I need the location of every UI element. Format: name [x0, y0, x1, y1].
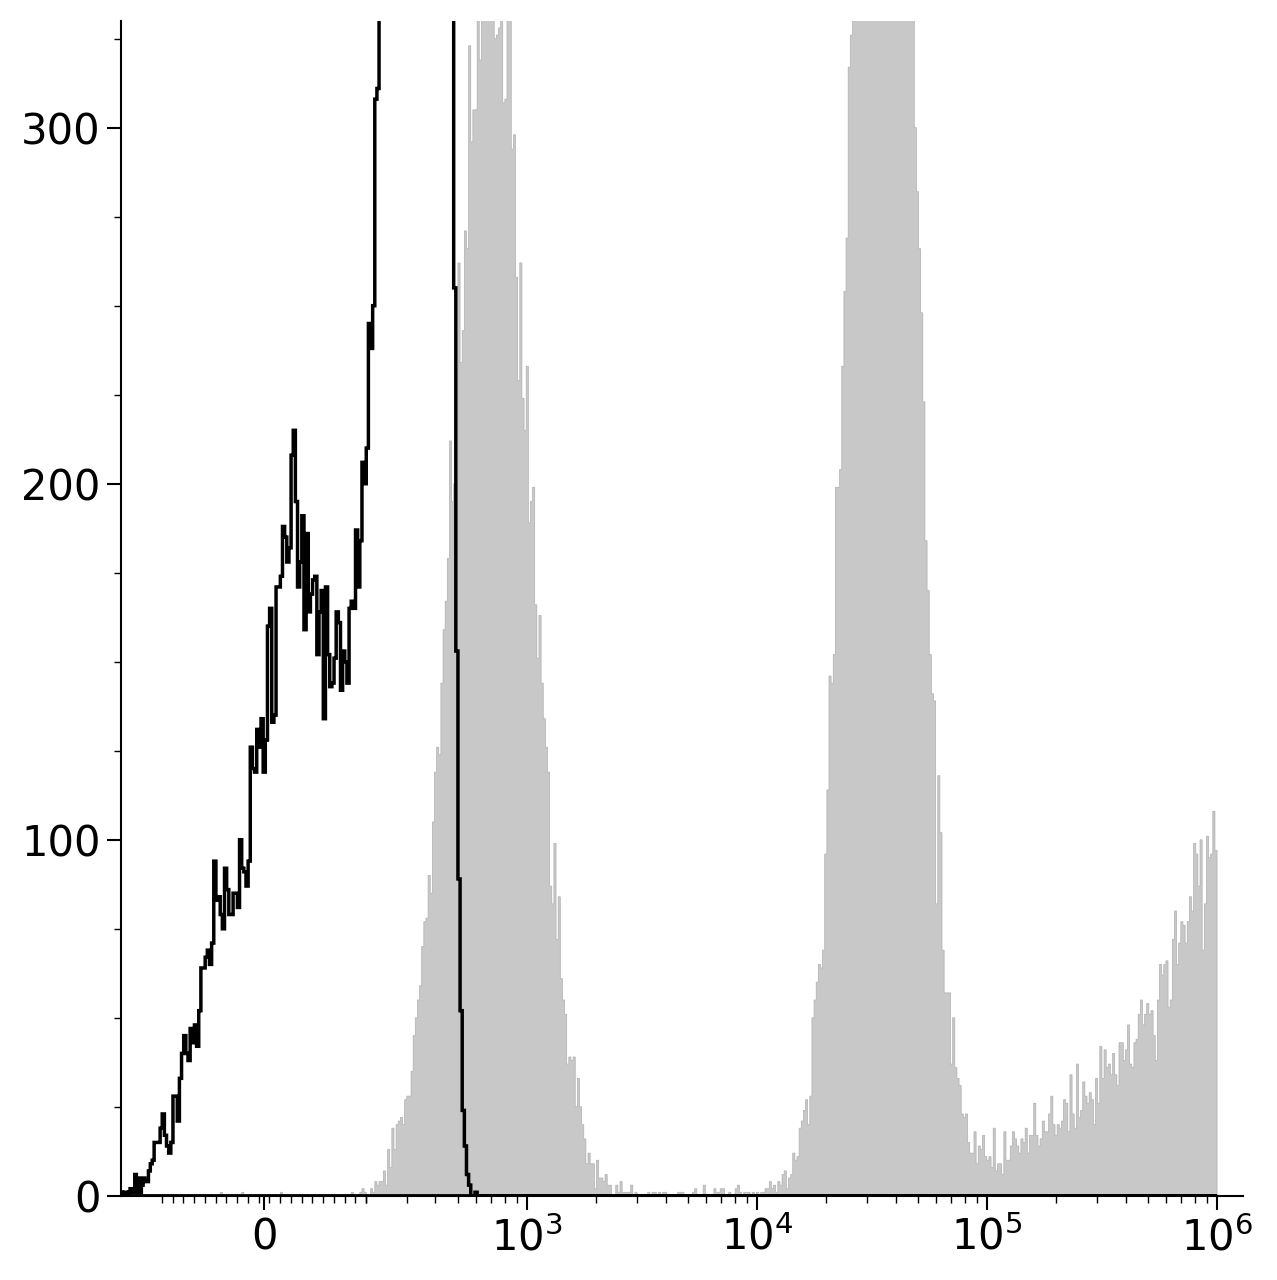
Polygon shape: [121, 0, 1217, 1196]
